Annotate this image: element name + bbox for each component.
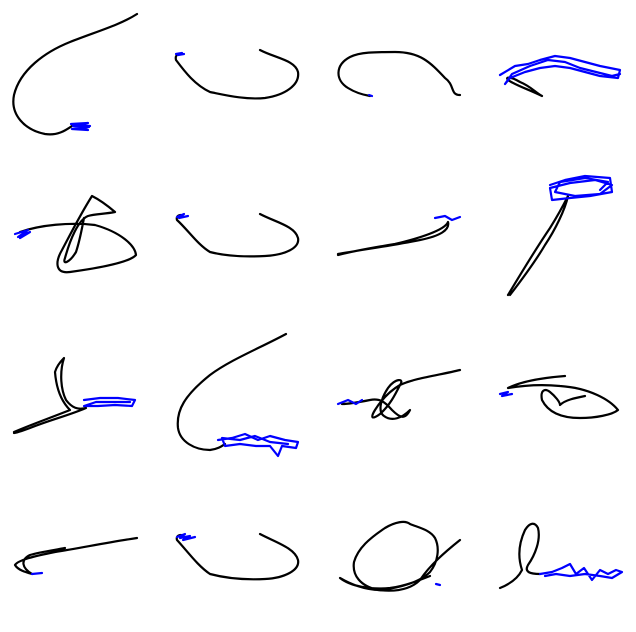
trajectory-black: [498, 522, 542, 590]
trajectory-black: [174, 48, 300, 100]
trajectory-black: [506, 194, 570, 297]
trajectory-blue: [174, 51, 186, 57]
trajectory-black: [340, 368, 462, 420]
panel-r1-c2: [174, 48, 300, 100]
panel-r3-c1: [12, 356, 137, 435]
trajectory-blue: [548, 174, 614, 202]
panel-r2-c1: [13, 194, 138, 274]
trajectory-black: [336, 220, 450, 257]
panel-r3-c2: [176, 332, 300, 458]
trajectory-blue: [538, 562, 624, 582]
panel-r1-c1: [12, 12, 139, 136]
panel-r2-c2: [175, 212, 300, 258]
trajectory-blue: [175, 212, 190, 220]
trajectory-blue: [336, 398, 364, 406]
trajectory-blue: [30, 571, 44, 576]
panel-r4-c3: [338, 520, 462, 592]
trajectory-black: [12, 356, 88, 435]
trajectory-black: [176, 332, 288, 452]
panel-r3-c3: [336, 368, 462, 420]
panel-r2-c4: [506, 174, 614, 297]
trajectory-black: [13, 536, 139, 576]
trajectory-blue: [433, 214, 462, 222]
trajectory-black: [175, 212, 300, 258]
trajectory-blue: [434, 582, 442, 587]
trajectory-blue: [69, 121, 92, 132]
trajectory-black: [18, 194, 138, 274]
panel-r4-c1: [13, 536, 139, 576]
panel-r4-c2: [175, 532, 300, 581]
trajectory-black: [506, 76, 544, 98]
trajectory-black: [506, 374, 620, 420]
panel-r1-c4: [498, 54, 622, 98]
trajectory-black: [175, 532, 300, 581]
trajectory-blue: [367, 93, 374, 98]
panel-r2-c3: [336, 214, 462, 257]
trajectory-blue: [13, 228, 32, 240]
panel-r3-c4: [498, 374, 620, 420]
panel-r1-c3: [337, 50, 462, 98]
trajectory-blue: [498, 390, 514, 398]
trajectory-blue: [175, 532, 197, 542]
trajectory-black: [337, 50, 462, 98]
trajectory-blue: [216, 432, 300, 458]
trajectory-blue: [498, 54, 622, 86]
trajectory-black: [338, 520, 462, 592]
trajectory-black: [12, 12, 139, 136]
panel-r4-c4: [498, 522, 624, 590]
trajectory-blue: [82, 396, 137, 408]
